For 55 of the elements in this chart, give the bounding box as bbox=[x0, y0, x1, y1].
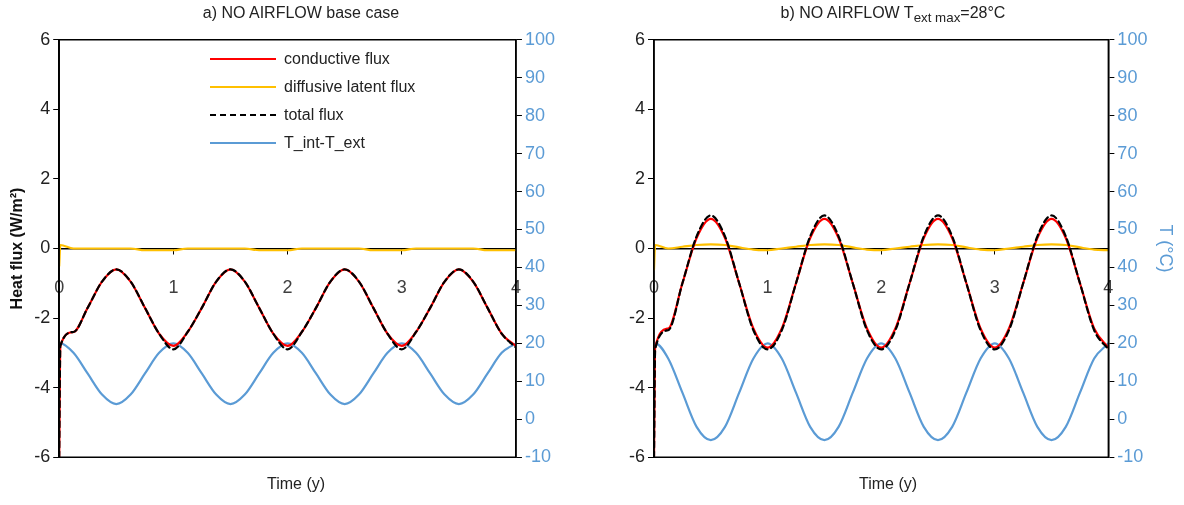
y2-tick-label: 20 bbox=[1117, 332, 1138, 353]
y2-tick-label: 70 bbox=[524, 142, 545, 163]
line-series bbox=[59, 342, 516, 406]
y2-tick-label: 20 bbox=[524, 332, 545, 353]
y-tick-label: -4 bbox=[34, 376, 51, 397]
x-tick-label: 3 bbox=[396, 277, 407, 298]
y2-tick-label: 10 bbox=[1117, 370, 1138, 391]
legend-label: total flux bbox=[284, 106, 344, 124]
x-tick-label: 1 bbox=[168, 277, 179, 298]
y-tick-label: 6 bbox=[40, 28, 51, 49]
legend-label: diffusive latent flux bbox=[284, 78, 416, 96]
y-tick-label: 4 bbox=[634, 98, 645, 119]
y2-tick-label: 30 bbox=[1117, 294, 1138, 315]
x-axis-title: Time (y) bbox=[857, 474, 919, 494]
legend-label: T_int-T_ext bbox=[284, 134, 365, 152]
y2-tick-label: 10 bbox=[524, 370, 545, 391]
y-tick-label: 2 bbox=[634, 167, 645, 188]
y2-tick-label: -10 bbox=[1117, 446, 1144, 467]
y2-tick-label: 40 bbox=[524, 256, 545, 277]
y-tick-label: -6 bbox=[34, 446, 51, 467]
y-tick-label: -4 bbox=[628, 376, 645, 397]
y2-tick-label: 100 bbox=[1117, 28, 1148, 49]
y2-tick-label: 70 bbox=[1117, 142, 1138, 163]
x-tick-label: 1 bbox=[762, 277, 773, 298]
y2-tick-label: 90 bbox=[524, 66, 545, 87]
x-tick-label: 2 bbox=[282, 277, 293, 298]
legend-label: conductive flux bbox=[284, 50, 390, 68]
y2-tick-label: -10 bbox=[524, 446, 551, 467]
chart-title: a) NO AIRFLOW base case bbox=[201, 3, 401, 23]
y-tick-label: -2 bbox=[34, 307, 51, 328]
x-tick-label: 3 bbox=[989, 277, 1000, 298]
y2-tick-label: 50 bbox=[524, 218, 545, 239]
y2-tick-label: 30 bbox=[524, 294, 545, 315]
y2-tick-label: 80 bbox=[524, 104, 545, 125]
x-axis-title: Time (y) bbox=[265, 474, 327, 494]
y-tick-label: 2 bbox=[40, 167, 51, 188]
y-tick-label: -2 bbox=[628, 307, 645, 328]
y2-tick-label: 0 bbox=[1117, 408, 1128, 429]
chart-title: b) NO AIRFLOW T$_{ext max}$=28°C bbox=[779, 3, 1007, 26]
y-tick-label: 0 bbox=[40, 237, 51, 258]
y-tick-label: 4 bbox=[40, 98, 51, 119]
x-tick-label: 2 bbox=[876, 277, 887, 298]
y2-axis-title: T (°C) bbox=[1156, 224, 1177, 273]
y-axis-title: Heat flux (W/m²) bbox=[8, 187, 26, 310]
y2-tick-label: 60 bbox=[524, 180, 545, 201]
y2-tick-label: 60 bbox=[1117, 180, 1138, 201]
y-tick-label: -6 bbox=[628, 446, 645, 467]
y2-tick-label: 0 bbox=[524, 408, 535, 429]
y2-tick-label: 50 bbox=[1117, 218, 1138, 239]
y-tick-label: 6 bbox=[634, 28, 645, 49]
y2-tick-label: 90 bbox=[1117, 66, 1138, 87]
y2-tick-label: 100 bbox=[524, 28, 556, 49]
y-tick-label: 0 bbox=[634, 237, 645, 258]
y2-tick-label: 80 bbox=[1117, 104, 1138, 125]
y2-tick-label: 40 bbox=[1117, 256, 1138, 277]
